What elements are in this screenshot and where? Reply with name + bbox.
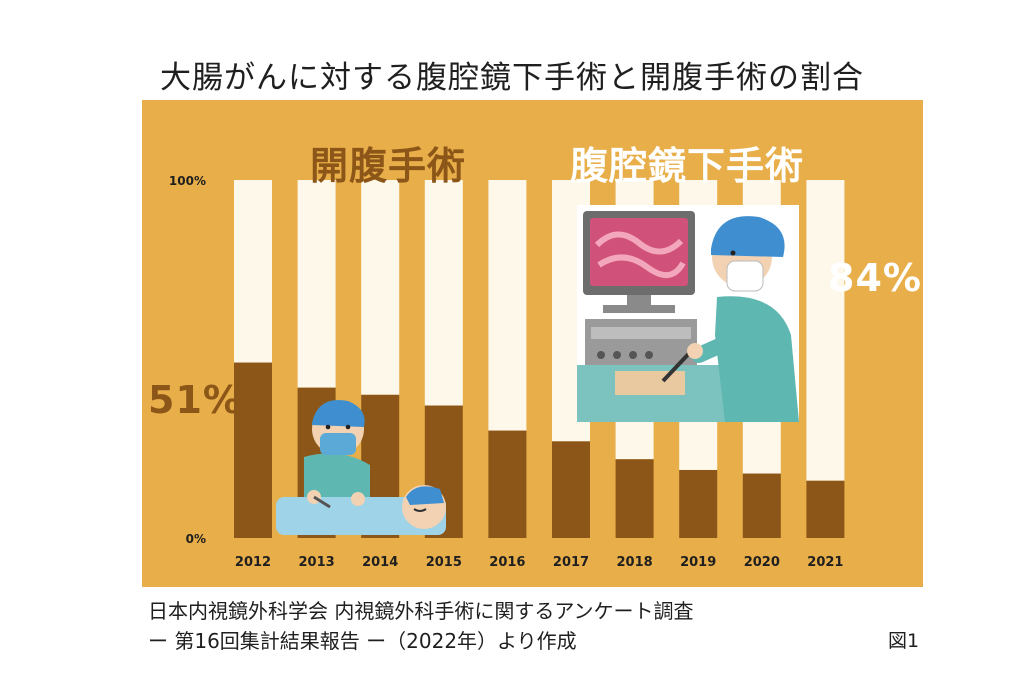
- x-tick-label: 2021: [807, 555, 843, 570]
- laparoscopic-surgery-label: 腹腔鏡下手術: [570, 144, 805, 188]
- chart-panel: 100% 0% 2012 2013 2014 2015 2016 2017 2018 2019 20…: [142, 100, 923, 587]
- x-tick-label: 2015: [426, 555, 462, 570]
- bar-open-2017: [552, 441, 590, 538]
- open-surgeon-illustration: [276, 399, 446, 535]
- figure-label: 図1: [888, 630, 920, 652]
- bar-open-2012: [234, 362, 272, 538]
- x-tick-label: 2020: [744, 555, 780, 570]
- surgeon-mask: [726, 260, 764, 292]
- percentage-2012-label: 51%: [148, 378, 242, 422]
- bar-laparoscopic-2016: [488, 180, 527, 431]
- x-tick-label: 2012: [235, 555, 271, 570]
- bar-open-2016: [488, 430, 527, 538]
- open-surgery-label: 開腹手術: [310, 144, 467, 188]
- open-surgeon-cap: [312, 399, 365, 427]
- surgeon-cap: [711, 216, 785, 257]
- bar-laparoscopic-2012: [234, 180, 272, 363]
- bar-open-2021: [806, 480, 845, 538]
- stacked-bar-chart: 100% 0% 2012 2013 2014 2015 2016 2017 2018 2019 20…: [169, 174, 845, 570]
- y-tick-label: 0%: [186, 532, 206, 546]
- bar-laparoscopic-2015: [424, 180, 463, 406]
- source-line-2: ー 第16回集計結果報告 ー（2022年）より作成: [148, 629, 577, 653]
- x-tick-label: 2018: [617, 555, 653, 570]
- laparoscopic-surgeon-illustration: [577, 205, 799, 422]
- bar-open-2020: [742, 473, 781, 538]
- patient-cap: [406, 486, 444, 505]
- bar-open-2018: [615, 459, 654, 538]
- source-note: 日本内視鏡外科学会 内視鏡外科手術に関するアンケート調査 ー 第16回集計結果報…: [148, 596, 694, 656]
- x-tick-label: 2013: [299, 555, 335, 570]
- open-surgeon-mask: [320, 433, 356, 455]
- bar-open-2019: [679, 469, 718, 538]
- source-line-1: 日本内視鏡外科学会 内視鏡外科手術に関するアンケート調査: [148, 599, 694, 623]
- x-tick-label: 2016: [489, 555, 525, 570]
- chart-title: 大腸がんに対する腹腔鏡下手術と開腹手術の割合: [160, 60, 864, 96]
- x-tick-label: 2014: [362, 555, 398, 570]
- bar-laparoscopic-2014: [361, 180, 400, 395]
- bar-laparoscopic-2013: [297, 180, 336, 388]
- x-tick-label: 2019: [680, 555, 716, 570]
- x-tick-label: 2017: [553, 555, 589, 570]
- percentage-2021-label: 84%: [828, 256, 922, 300]
- bar-laparoscopic-2021: [806, 180, 845, 481]
- y-tick-label: 100%: [169, 174, 206, 188]
- surgeon-gown: [715, 296, 799, 422]
